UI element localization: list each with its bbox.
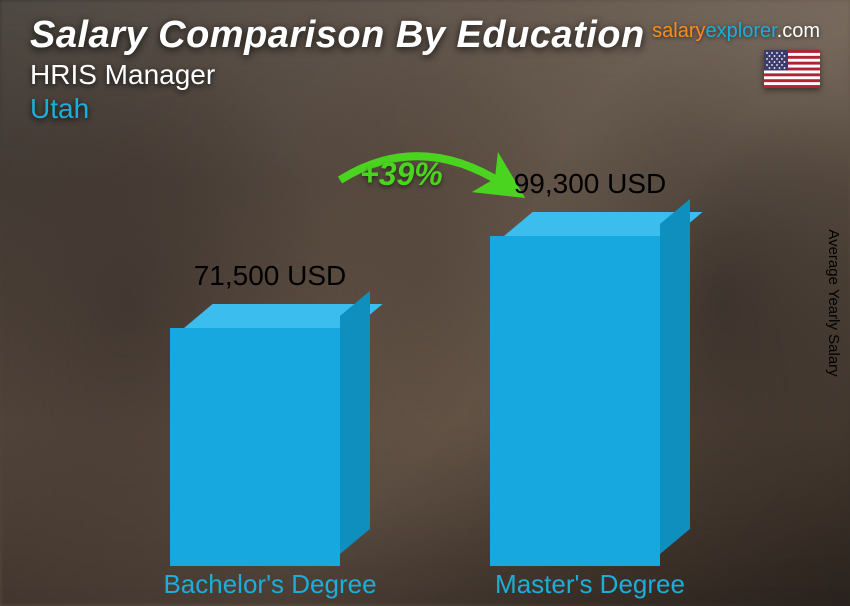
bar-category-label: Master's Degree: [450, 569, 730, 600]
brand-part-explorer: explorer: [706, 20, 777, 42]
job-title: HRIS Manager: [30, 59, 820, 91]
bar-value-label: 71,500 USD: [140, 260, 400, 292]
bar-value-label: 99,300 USD: [460, 168, 720, 200]
bar-front-face: [490, 236, 660, 566]
bar-front-face: [170, 328, 340, 566]
bar-category-label: Bachelor's Degree: [130, 569, 410, 600]
brand-part-salary: salary: [652, 20, 705, 42]
bar-side-face: [340, 291, 370, 554]
location: Utah: [30, 93, 820, 125]
brand-part-domain: .com: [777, 20, 820, 42]
flag-icon: [764, 50, 820, 88]
bar-side-face: [660, 199, 690, 554]
bar-chart: 71,500 USD Bachelor's Degree 99,300 USD …: [0, 150, 850, 606]
brand-logo: salaryexplorer.com: [652, 20, 820, 43]
